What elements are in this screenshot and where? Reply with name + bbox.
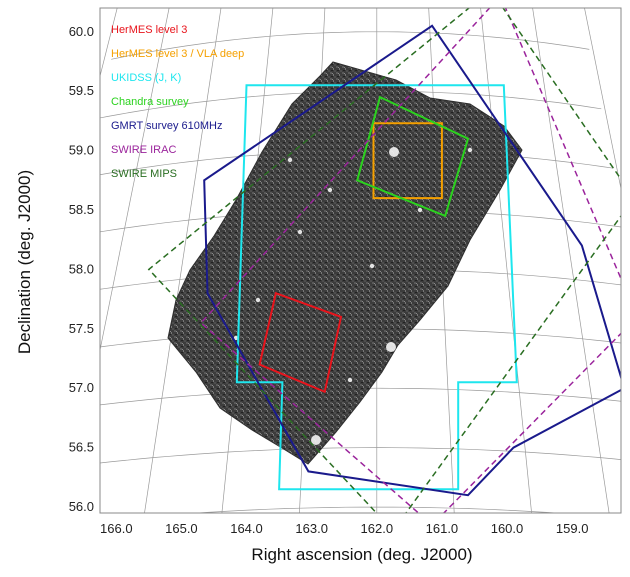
y-tick-label: 58.0 bbox=[69, 261, 94, 276]
footprint-hermes-level-3-vla-deep bbox=[372, 122, 443, 200]
legend-entry: UKIDSS (J, K) bbox=[111, 72, 181, 84]
x-tick-label: 163.0 bbox=[295, 521, 328, 536]
star-source bbox=[287, 157, 293, 163]
y-tick-label: 58.5 bbox=[69, 202, 94, 217]
star-source bbox=[386, 342, 396, 352]
x-tick-label: 159.0 bbox=[556, 521, 589, 536]
y-tick-label: 56.5 bbox=[69, 440, 94, 455]
y-axis-label: Declination (deg. J2000) bbox=[15, 170, 34, 354]
star-source bbox=[297, 229, 303, 235]
grid-line-dec bbox=[192, 506, 562, 513]
x-tick-label: 164.0 bbox=[230, 521, 263, 536]
star-source bbox=[311, 435, 321, 445]
y-tick-labels: 56.0 56.5 57.0 57.5 58.0 58.5 59.0 59.5 60.0 bbox=[69, 24, 94, 514]
grid-line-ra bbox=[584, 8, 621, 191]
star-source bbox=[389, 147, 399, 157]
star-source bbox=[255, 297, 261, 303]
x-axis-label: Right ascension (deg. J2000) bbox=[251, 545, 472, 564]
legend-entry: HerMES level 3 bbox=[111, 24, 187, 36]
star-source bbox=[347, 377, 353, 383]
y-tick-label: 57.5 bbox=[69, 321, 94, 336]
footprint-chandra-survey bbox=[356, 95, 470, 218]
x-tick-label: 162.0 bbox=[361, 521, 394, 536]
footprint-swire-irac bbox=[199, 8, 621, 513]
y-tick-label: 56.0 bbox=[69, 499, 94, 514]
star-source bbox=[327, 187, 333, 193]
plot-frame bbox=[99, 7, 622, 514]
mosaic-image-footprint bbox=[167, 61, 523, 465]
x-tick-label: 165.0 bbox=[165, 521, 198, 536]
star-source bbox=[417, 207, 423, 213]
y-tick-label: 57.0 bbox=[69, 380, 94, 395]
grid-line-ra bbox=[144, 8, 222, 513]
x-tick-label: 166.0 bbox=[100, 521, 133, 536]
legend-entry: Chandra survey bbox=[111, 96, 189, 108]
grid-line-dec bbox=[111, 31, 590, 60]
x-tick-label: 160.0 bbox=[491, 521, 524, 536]
footprint-ukidss-j-k- bbox=[235, 84, 518, 491]
star-source bbox=[233, 335, 239, 341]
grid-line-dec bbox=[100, 447, 621, 464]
bright-sources bbox=[233, 147, 473, 445]
x-tick-labels: 166.0 165.0 164.0 163.0 162.0 161.0 160.0 159.0 bbox=[100, 521, 588, 536]
x-tick-label: 161.0 bbox=[426, 521, 459, 536]
footprint-hermes-level-3 bbox=[258, 291, 343, 394]
star-source bbox=[369, 263, 375, 269]
survey-image bbox=[167, 61, 523, 465]
grid-line-ra bbox=[100, 8, 170, 352]
legend-entry: SWIRE IRAC bbox=[111, 144, 176, 156]
legend-entry: HerMES level 3 / VLA deep bbox=[111, 48, 244, 60]
y-tick-label: 60.0 bbox=[69, 24, 94, 39]
legend: HerMES level 3 HerMES level 3 / VLA deep U… bbox=[111, 24, 244, 180]
survey-footprints bbox=[147, 8, 621, 513]
star-source bbox=[467, 147, 473, 153]
footprint-gmrt-survey-610mhz bbox=[203, 24, 621, 497]
y-tick-label: 59.5 bbox=[69, 83, 94, 98]
grid-line-ra bbox=[532, 8, 610, 513]
grid-line-dec bbox=[0, 567, 630, 577]
y-tick-label: 59.0 bbox=[69, 143, 94, 158]
legend-entry: GMRT survey 610MHz bbox=[111, 120, 222, 132]
legend-entry: SWIRE MIPS bbox=[111, 168, 177, 180]
